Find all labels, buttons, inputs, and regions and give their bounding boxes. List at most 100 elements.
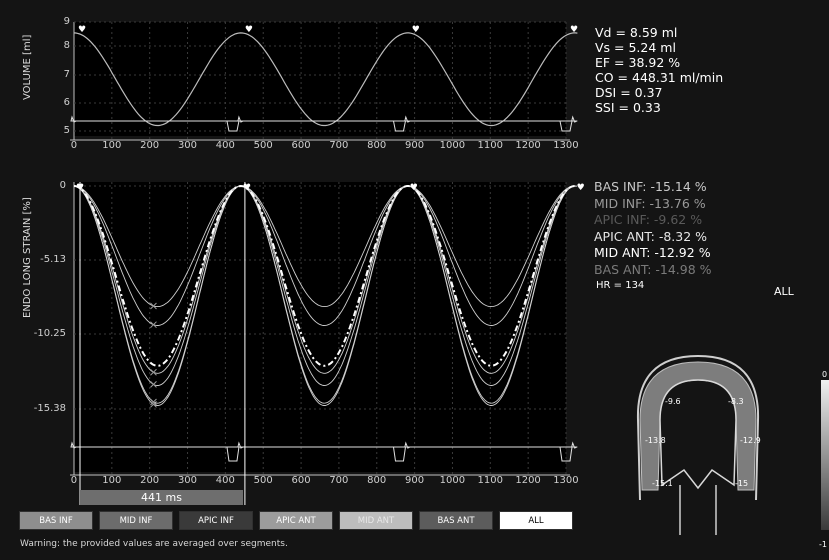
- volume-heart-marker-icon: ♥: [570, 25, 578, 35]
- strain-x-tick: 1000: [439, 475, 466, 486]
- lv-value-apic-ant: -8.3: [728, 397, 744, 406]
- all-button[interactable]: ALL: [499, 511, 573, 530]
- volume-x-tick: 1000: [439, 140, 466, 151]
- volume-x-tick: 1100: [477, 140, 503, 151]
- strain-peak-marker: [150, 302, 157, 310]
- interval-label: 441 ms: [141, 491, 182, 504]
- volume-heart-marker-icon: ♥: [412, 25, 420, 35]
- segment-bas-ant: BAS ANT: -14.98 %: [594, 261, 712, 277]
- strain-y-tick: 0: [59, 180, 66, 191]
- segment-mid-ant: MID ANT: -12.92 %: [594, 245, 711, 260]
- strain-x-tick: 100: [102, 475, 122, 486]
- strain-heart-marker-icon: ♥: [410, 183, 418, 193]
- metric-ef: EF = 38.92 %: [595, 55, 681, 70]
- segment-bas-inf: BAS INF: -15.14 %: [594, 179, 707, 194]
- strain-peak-marker: [150, 400, 157, 408]
- segment-apic-inf: APIC INF: -9.62 %: [594, 212, 703, 227]
- strain-plot-area: [74, 182, 566, 472]
- volume-ecg-trace: [70, 115, 577, 132]
- strain-x-tick: 0: [70, 475, 78, 486]
- strain-peak-marker: [150, 398, 157, 406]
- strain-curve-segment: [73, 185, 577, 374]
- lv-value-apic-inf: -9.6: [665, 397, 681, 406]
- segment-mid-inf: MID INF: -13.76 %: [594, 195, 706, 211]
- strain-curve-segment: [73, 185, 577, 404]
- metric-vd: Vd = 8.59 ml: [595, 25, 678, 40]
- volume-y-axis-label: VOLUME [ml]: [22, 34, 33, 100]
- volume-y-tick: 9: [63, 16, 70, 27]
- apic-ant-button[interactable]: APIC ANT: [259, 511, 333, 530]
- metric-dsi: DSI = 0.37: [595, 85, 663, 100]
- colorbar-top-label: 0: [822, 370, 828, 379]
- strain-x-tick: 1100: [477, 475, 503, 486]
- heart-rate: HR = 134: [596, 280, 645, 291]
- strain-average-curve: [73, 184, 577, 367]
- strain-peak-marker: [150, 368, 157, 376]
- mid-ant-button[interactable]: MID ANT: [339, 511, 413, 530]
- volume-y-tick: 5: [63, 125, 70, 136]
- strain-curve-segment: [73, 185, 577, 308]
- bas-inf-button[interactable]: BAS INF: [19, 511, 93, 530]
- strain-y-tick: -10.25: [33, 328, 66, 339]
- volume-y-tick: 8: [63, 40, 70, 51]
- volume-x-tick: 700: [329, 140, 349, 151]
- lv-value-mid-inf: -13.8: [645, 436, 666, 445]
- strain-x-tick: 900: [405, 475, 425, 486]
- strain-x-tick: 300: [177, 475, 198, 486]
- lv-value-bas-inf: -15.1: [652, 479, 673, 488]
- metric-vs: Vs = 5.24 ml: [595, 40, 676, 55]
- all-label: ALL: [774, 285, 794, 298]
- colorbar: [821, 380, 829, 530]
- volume-x-tick: 0: [70, 140, 78, 151]
- volume-heart-marker-icon: ♥: [245, 25, 253, 35]
- colorbar-bottom-label: -1: [819, 540, 827, 549]
- interval-bar: [80, 490, 243, 505]
- volume-plot-area: [74, 22, 566, 136]
- strain-curve-segment: [73, 185, 577, 406]
- strain-heart-marker-icon: ♥: [76, 183, 84, 193]
- volume-x-tick: 1200: [515, 140, 541, 151]
- strain-peak-marker: [150, 381, 157, 388]
- volume-x-tick: 600: [291, 140, 311, 151]
- volume-heart-marker-icon: ♥: [78, 25, 86, 35]
- strain-x-tick: 1200: [515, 475, 541, 486]
- strain-x-tick: 700: [329, 475, 349, 486]
- strain-heart-marker-icon: ♥: [243, 183, 251, 193]
- strain-curve-segment: [73, 185, 577, 386]
- lv-endocardium: [659, 379, 737, 490]
- strain-x-tick: 400: [215, 475, 235, 486]
- volume-x-tick: 200: [140, 140, 160, 151]
- volume-x-tick: 800: [367, 140, 387, 151]
- segment-apic-ant: APIC ANT: -8.32 %: [594, 228, 708, 244]
- strain-x-tick: 200: [140, 475, 160, 486]
- strain-x-tick: 500: [253, 475, 273, 486]
- strain-y-tick: -15.38: [33, 403, 66, 414]
- volume-y-tick: 6: [63, 97, 70, 108]
- volume-x-tick: 400: [215, 140, 235, 151]
- volume-y-tick: 7: [63, 69, 70, 80]
- volume-curve: [73, 32, 578, 127]
- lv-value-bas-ant: -15: [735, 479, 749, 488]
- mid-inf-button[interactable]: MID INF: [99, 511, 173, 530]
- metric-co: CO = 448.31 ml/min: [595, 70, 724, 85]
- volume-x-tick: 500: [253, 140, 273, 151]
- strain-y-tick: -5.13: [40, 254, 66, 265]
- volume-x-tick: 900: [405, 140, 425, 151]
- lv-myocardium: [639, 361, 757, 491]
- apic-inf-button[interactable]: APIC INF: [179, 511, 253, 530]
- lv-valve-lines: [679, 485, 717, 535]
- strain-heart-marker-icon: ♥: [577, 183, 585, 193]
- strain-ecg-trace: [70, 441, 577, 462]
- strain-peak-marker: [150, 321, 157, 329]
- volume-x-tick: 1300: [553, 140, 579, 151]
- strain-curve-segment: [73, 185, 577, 326]
- lv-outer-wall: [636, 354, 760, 501]
- bas-ant-button[interactable]: BAS ANT: [419, 511, 493, 530]
- warning-text: Warning: the provided values are average…: [20, 539, 288, 549]
- strain-x-tick: 800: [367, 475, 387, 486]
- volume-x-tick: 300: [177, 140, 198, 151]
- volume-x-tick: 100: [102, 140, 122, 151]
- strain-x-tick: 1300: [553, 475, 579, 486]
- metric-ssi: SSI = 0.33: [595, 100, 661, 115]
